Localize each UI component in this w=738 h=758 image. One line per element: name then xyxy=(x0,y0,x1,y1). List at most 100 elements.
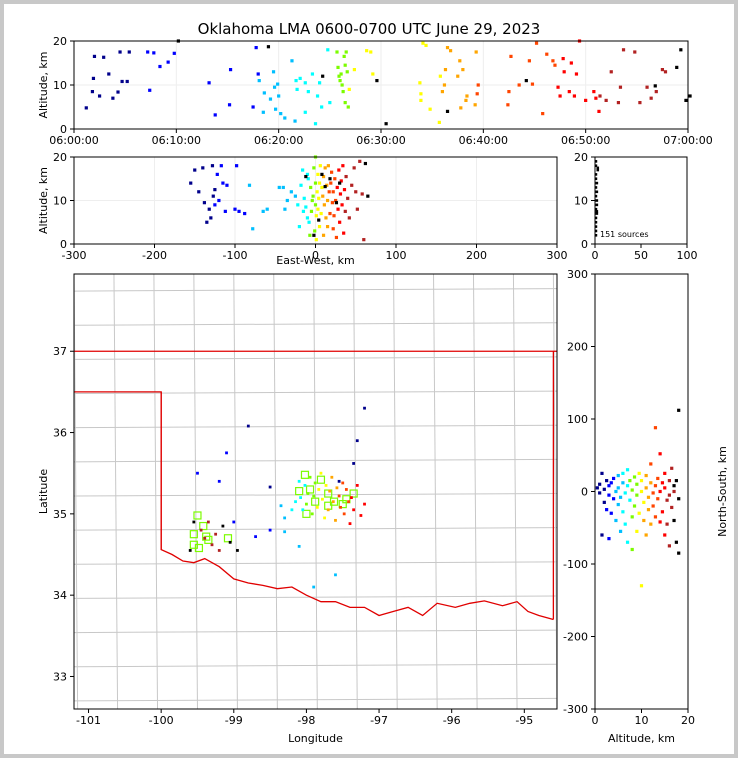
source-point xyxy=(330,170,334,174)
source-point xyxy=(343,209,347,213)
source-point xyxy=(297,479,301,483)
source-point xyxy=(214,532,218,536)
source-point xyxy=(342,512,346,516)
source-point xyxy=(317,218,321,222)
y-tick-label: 20 xyxy=(53,151,67,164)
source-point xyxy=(675,65,679,69)
source-point xyxy=(594,229,598,233)
source-point xyxy=(595,199,599,202)
source-point xyxy=(384,122,388,126)
source-point xyxy=(464,98,468,102)
source-point xyxy=(323,166,327,170)
source-point xyxy=(665,498,669,502)
source-count-annotation: 151 sources xyxy=(600,230,649,239)
source-point xyxy=(595,203,599,207)
source-point xyxy=(341,164,345,168)
source-point xyxy=(344,50,348,54)
source-point xyxy=(507,90,511,94)
source-point xyxy=(335,185,339,190)
lma-station-marker xyxy=(349,489,358,498)
source-point xyxy=(107,72,111,76)
source-point xyxy=(272,85,277,89)
source-point xyxy=(621,48,626,52)
source-point xyxy=(445,109,450,113)
source-point xyxy=(355,439,359,443)
source-point xyxy=(235,164,239,168)
source-point xyxy=(663,486,667,490)
source-point xyxy=(609,70,613,74)
source-point xyxy=(251,105,255,109)
source-point xyxy=(294,79,298,83)
source-point xyxy=(614,518,618,523)
y-tick-label: 0 xyxy=(60,238,67,251)
source-point xyxy=(314,238,318,242)
source-point xyxy=(658,489,662,494)
source-point xyxy=(189,181,193,185)
source-point xyxy=(551,59,555,63)
source-point xyxy=(315,94,320,98)
source-point xyxy=(621,510,625,514)
y-axis-label: Altitude, km xyxy=(37,167,50,234)
source-point xyxy=(677,497,681,501)
source-point xyxy=(321,194,325,198)
source-point xyxy=(506,103,510,107)
lma-station-marker xyxy=(193,511,202,520)
source-point xyxy=(527,59,531,63)
source-point xyxy=(618,529,623,533)
source-point xyxy=(111,96,115,100)
y-tick-label: 37 xyxy=(53,345,67,358)
source-point xyxy=(545,52,549,56)
source-point xyxy=(625,468,630,472)
source-point xyxy=(459,106,463,110)
source-point xyxy=(428,107,432,111)
source-point xyxy=(614,489,618,494)
source-point xyxy=(312,166,316,170)
source-point xyxy=(658,520,662,524)
source-point xyxy=(362,238,366,242)
source-point xyxy=(290,59,294,63)
source-point xyxy=(303,484,307,487)
source-point xyxy=(341,90,345,94)
source-point xyxy=(146,50,150,54)
source-point xyxy=(324,484,328,487)
source-point xyxy=(330,475,334,479)
source-point xyxy=(653,515,658,519)
source-point xyxy=(321,74,325,78)
source-point xyxy=(268,485,272,489)
y-tick-label: 0 xyxy=(581,486,588,499)
source-point xyxy=(438,74,442,78)
source-point xyxy=(635,529,639,533)
source-point xyxy=(509,54,513,58)
source-point xyxy=(279,112,283,116)
source-point xyxy=(247,183,252,187)
source-point xyxy=(313,481,317,485)
source-point xyxy=(688,94,692,98)
source-point xyxy=(337,74,341,78)
source-point xyxy=(304,174,308,179)
source-point xyxy=(609,511,613,515)
source-point xyxy=(334,518,337,522)
source-point xyxy=(328,489,332,493)
source-point xyxy=(651,504,655,508)
source-point xyxy=(421,41,425,45)
y-tick-label: 36 xyxy=(53,427,67,440)
source-point xyxy=(337,494,341,498)
source-point xyxy=(317,196,321,200)
source-point xyxy=(328,101,332,105)
source-point xyxy=(632,475,637,479)
source-point xyxy=(299,496,303,499)
source-point xyxy=(621,481,625,485)
source-point xyxy=(306,177,310,181)
y-tick-label: 200 xyxy=(567,341,588,354)
source-point xyxy=(319,211,323,216)
source-point xyxy=(352,166,356,170)
source-point xyxy=(598,482,602,486)
x-axis-label: Altitude, km xyxy=(608,732,675,745)
source-point xyxy=(273,107,278,111)
source-point xyxy=(232,520,236,524)
source-point xyxy=(597,109,601,113)
source-point xyxy=(594,194,598,198)
source-point xyxy=(283,516,287,520)
x-tick-label: -101 xyxy=(76,714,101,727)
x-tick-label: -300 xyxy=(62,249,87,262)
